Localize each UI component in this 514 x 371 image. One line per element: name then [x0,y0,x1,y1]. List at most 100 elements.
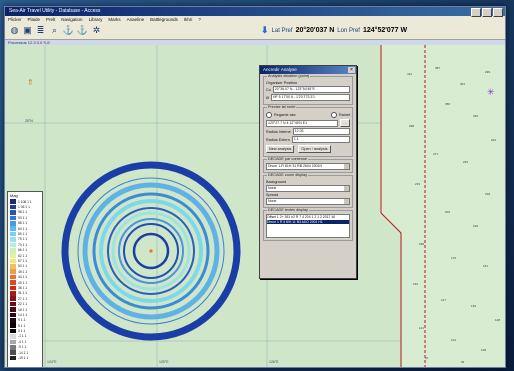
legend-row: 57 1 1 [8,258,42,264]
depth-soundings: 412 387 401 299 356 320 298 264 271 245 233 218 2… [407,66,500,364]
layers-icon[interactable]: ≣ [36,25,45,35]
anchor-icon[interactable]: ⚓ [62,25,75,35]
open-analysis-button[interactable]: Open / analysis [298,145,331,153]
menu-item-0[interactable]: Plicker [8,17,22,22]
radio-rainet[interactable] [331,112,338,118]
legend-swatch [10,258,16,264]
svg-text:92: 92 [461,360,465,364]
legend-label: 40 1 1 [18,280,28,285]
legend-label: 66 1 1 [18,248,28,253]
dist-field[interactable]: 12.03 [292,128,350,135]
spread-label: Spread [266,193,279,197]
minimize-button[interactable] [471,8,481,17]
legend-label: 9 1 1 [18,318,26,323]
menu-item-8[interactable]: Ikhri [183,17,193,22]
menu-item-6[interactable]: Anaeline [126,17,145,22]
legend-label: 1 108 1 1 [18,199,32,204]
background-select[interactable]: None [266,185,350,192]
svg-text:218: 218 [485,192,490,196]
legend-row: 14 1 1 [8,312,42,318]
analysis-rings [61,161,241,341]
menu-item-2[interactable]: Prelt [46,17,56,22]
svg-text:401: 401 [460,82,465,86]
pick-button[interactable]: … [340,119,350,127]
legend-label: 18 1 1 [18,307,28,312]
legend-row: 88 1 1 [8,220,42,226]
radio-regarde[interactable] [266,112,272,118]
svg-text:152: 152 [413,282,418,286]
legend-swatch [10,296,16,302]
legend-swatch [10,253,16,258]
legend-row: 98 1 1 [8,210,42,215]
row-a-label: Co [266,87,271,92]
legend-swatch [10,334,16,339]
legend-swatch [10,269,16,275]
content-select[interactable]: Dhcor 1-R 81H 31 RB 2604 2001H [266,163,350,170]
legend-row: -4 1 1 [8,339,42,345]
legend-swatch [10,247,16,253]
boundary-lines [380,45,426,367]
legend-label: 22 1 1 [18,302,28,307]
lon-label: Lon Pref [337,27,360,34]
target-marker[interactable] [149,249,153,253]
list-item[interactable]: Offset 1 2+ 381 h2 R 7 4 204 1 2 1 2 201… [267,215,336,219]
window-title: Sea-Air Travel Utility - Database - Acce… [9,8,101,14]
compass-rose-icon: ✳ [487,87,495,97]
menu-item-7[interactable]: Battlegrounds [150,17,178,22]
svg-text:264: 264 [491,138,496,142]
legend-row: 5 1 1 [8,323,42,328]
legend-swatch [10,226,16,231]
maximize-button[interactable] [482,8,492,17]
save-icon[interactable]: ▣ [23,25,32,35]
row-a-field[interactable]: 20°36.07 N - 123°54'45"E [272,86,350,93]
legend-label: 36 1 1 [18,285,28,290]
legend-row: 66 1 1 [8,247,42,253]
settings-icon[interactable]: ✲ [92,25,101,35]
globe-icon[interactable]: ◍ [10,25,19,35]
menu-item-3[interactable]: Navigation [61,17,83,22]
svg-text:121: 121 [419,326,424,330]
dialog-close-button[interactable]: × [348,67,355,73]
anchor-alt-icon[interactable]: ⚓ [76,25,89,35]
row-b-field[interactable]: HF 5 17'00 6 - 1'23 T73.3'1 [270,94,350,101]
spread-select[interactable]: None [266,198,350,205]
svg-text:139: 139 [471,304,476,308]
search-icon[interactable]: ⌕ [51,25,58,35]
menu-item-1[interactable]: Plaide [27,17,41,22]
legend-label: -19 1 1 [18,356,29,361]
svg-text:108: 108 [481,348,486,352]
legend-row: 84 1 1 [8,226,42,231]
legend-swatch [10,328,16,334]
svg-text:114: 114 [451,338,456,342]
list-item-selected[interactable]: Dhcor 1 R 5 8/H 11 B3 ADO 2001 H1 [267,219,349,224]
close-button[interactable] [493,8,503,17]
legend-swatch [10,339,16,345]
legend-swatch [10,274,16,280]
radio-regarde-label: Regarde abc [274,113,296,117]
coordinate-field[interactable]: 120°27.7 N 4.12°45'N E1 [266,119,339,127]
new-analysis-button[interactable]: New analysis [266,145,295,153]
legend-row: 75 1 1 [8,237,42,242]
svg-text:188: 188 [419,242,424,246]
shoal-area [380,45,505,367]
analysis-dialog: Ancredir Analyse × Analysis situation (p… [259,65,357,279]
legend-label: 75 1 1 [18,237,28,242]
legend-swatch [10,231,16,237]
legend-row: 70 1 1 [8,242,42,248]
dist-label: Radius Interne [266,129,291,134]
menu-item-9[interactable]: ? [198,17,201,22]
menu-item-5[interactable]: Marks [108,17,121,22]
background-label: Background [266,180,287,184]
legend-label: 57 1 1 [18,258,28,263]
legend-row: 0 1 1 [8,328,42,334]
layer-listbox[interactable]: Offset 1 2+ 381 h2 R 7 4 204 1 2 1 2 201… [266,214,350,238]
legend-label: 14 1 1 [18,312,28,317]
map-view[interactable]: 412 387 401 299 356 320 298 264 271 245 233 218 2… [5,45,505,367]
menu-item-4[interactable]: Library [88,17,103,22]
legend-label: 88 1 1 [18,221,28,226]
legend-row: 1 108 1 1 [8,199,42,204]
ext-field[interactable]: 1.1 [291,136,350,143]
legend-label: 62 1 1 [18,253,28,258]
svg-text:97: 97 [425,356,429,360]
